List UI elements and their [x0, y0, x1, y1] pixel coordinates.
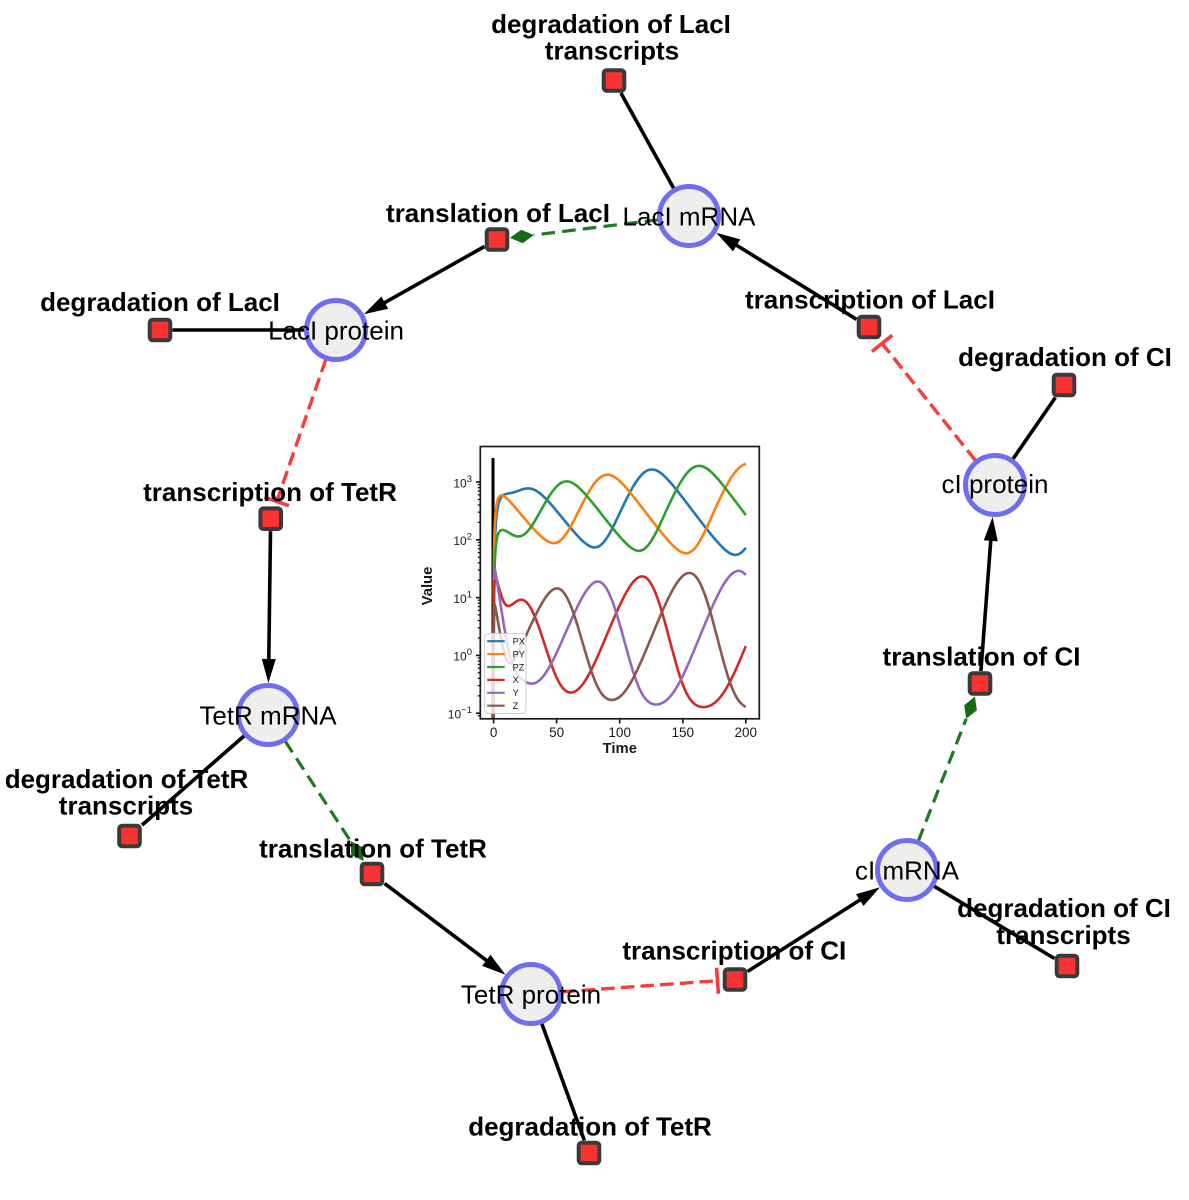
svg-text:TetR protein: TetR protein	[461, 979, 601, 1009]
svg-text:LacI mRNA: LacI mRNA	[623, 201, 757, 231]
svg-text:0: 0	[490, 725, 498, 740]
svg-text:50: 50	[549, 725, 564, 740]
svg-text:degradation of CI: degradation of CI	[958, 342, 1172, 372]
svg-text:LacI protein: LacI protein	[268, 315, 404, 345]
svg-text:150: 150	[672, 725, 695, 740]
svg-text:Value: Value	[420, 567, 436, 606]
svg-text:transcription of LacI: transcription of LacI	[745, 285, 995, 315]
svg-text:103: 103	[453, 474, 472, 491]
svg-text:TetR mRNA: TetR mRNA	[199, 700, 337, 730]
svg-text:200: 200	[735, 725, 758, 740]
svg-text:translation of TetR: translation of TetR	[259, 834, 487, 864]
svg-text:cI protein: cI protein	[942, 469, 1049, 499]
svg-text:transcription of CI: transcription of CI	[622, 936, 846, 966]
svg-text:101: 101	[453, 589, 472, 606]
svg-text:transcription of TetR: transcription of TetR	[143, 477, 397, 507]
svg-text:100: 100	[453, 647, 472, 664]
svg-text:Y: Y	[513, 688, 519, 698]
svg-text:degradation of LacI: degradation of LacI	[491, 9, 731, 39]
svg-text:10−1: 10−1	[448, 705, 472, 722]
svg-text:translation of CI: translation of CI	[883, 642, 1081, 672]
svg-text:102: 102	[453, 532, 472, 549]
svg-text:cI mRNA: cI mRNA	[855, 855, 960, 885]
svg-text:100: 100	[608, 725, 631, 740]
svg-text:PZ: PZ	[513, 662, 525, 672]
svg-text:degradation of TetR: degradation of TetR	[5, 764, 249, 794]
svg-text:PX: PX	[513, 637, 525, 647]
svg-text:transcripts: transcripts	[996, 920, 1130, 950]
svg-text:PY: PY	[513, 649, 525, 659]
svg-text:transcripts: transcripts	[545, 36, 679, 66]
svg-text:degradation of TetR: degradation of TetR	[468, 1112, 712, 1142]
svg-text:transcripts: transcripts	[59, 790, 193, 820]
svg-text:degradation of LacI: degradation of LacI	[40, 287, 280, 317]
svg-text:Z: Z	[513, 701, 519, 711]
svg-text:translation of LacI: translation of LacI	[386, 198, 610, 228]
svg-text:X: X	[513, 675, 519, 685]
svg-text:degradation of CI: degradation of CI	[957, 893, 1171, 923]
svg-text:Time: Time	[603, 741, 637, 757]
